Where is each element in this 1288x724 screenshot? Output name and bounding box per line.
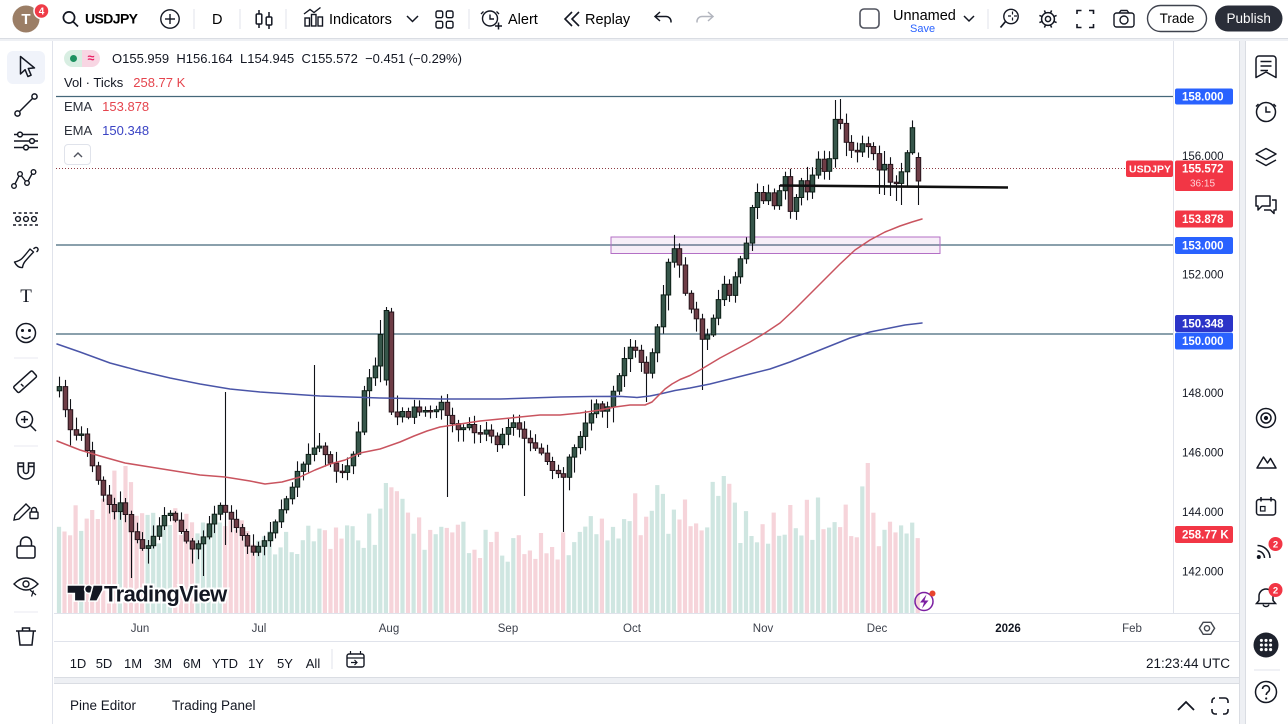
- svg-text:Trade: Trade: [1160, 11, 1195, 26]
- svg-text:142.000: 142.000: [1182, 567, 1224, 579]
- svg-text:YTD: YTD: [212, 656, 238, 671]
- svg-text:150.000: 150.000: [1182, 336, 1224, 348]
- svg-text:Nov: Nov: [753, 623, 774, 635]
- svg-text:1D: 1D: [70, 656, 87, 671]
- svg-text:Dec: Dec: [867, 623, 888, 635]
- svg-text:Feb: Feb: [1122, 623, 1142, 635]
- svg-text:Indicators: Indicators: [329, 12, 392, 28]
- svg-text:Jul: Jul: [252, 623, 267, 635]
- svg-text:155.572: 155.572: [1182, 164, 1224, 176]
- svg-text:Replay: Replay: [585, 12, 631, 28]
- svg-text:Unnamed: Unnamed: [893, 8, 956, 24]
- svg-text:36:15: 36:15: [1190, 179, 1215, 190]
- svg-text:144.000: 144.000: [1182, 507, 1224, 519]
- svg-text:2: 2: [1273, 540, 1278, 551]
- svg-text:1M: 1M: [124, 656, 142, 671]
- svg-text:All: All: [306, 656, 321, 671]
- svg-text:T: T: [20, 286, 32, 307]
- svg-text:Jun: Jun: [131, 623, 150, 635]
- svg-text:Save: Save: [910, 23, 935, 35]
- svg-text:USDJPY: USDJPY: [1129, 164, 1171, 176]
- svg-text:5Y: 5Y: [277, 656, 293, 671]
- svg-text:Publish: Publish: [1227, 11, 1271, 26]
- svg-text:158.000: 158.000: [1182, 92, 1224, 104]
- svg-text:4: 4: [39, 7, 45, 18]
- svg-text:153.000: 153.000: [1182, 241, 1224, 253]
- svg-text:6M: 6M: [183, 656, 201, 671]
- svg-text:150.348: 150.348: [1182, 319, 1224, 331]
- svg-text:3M: 3M: [154, 656, 172, 671]
- svg-text:21:23:44 UTC: 21:23:44 UTC: [1146, 656, 1230, 671]
- svg-text:2: 2: [1273, 586, 1278, 597]
- svg-text:5D: 5D: [96, 656, 113, 671]
- svg-text:USDJPY: USDJPY: [85, 11, 139, 27]
- svg-text:156.000: 156.000: [1182, 151, 1224, 163]
- svg-text:148.000: 148.000: [1182, 388, 1224, 400]
- svg-text:Alert: Alert: [508, 12, 538, 28]
- svg-text:T: T: [21, 11, 30, 28]
- svg-text:D: D: [212, 12, 222, 28]
- svg-text:146.000: 146.000: [1182, 448, 1224, 460]
- svg-text:2026: 2026: [995, 623, 1021, 635]
- svg-text:153.878: 153.878: [1182, 214, 1224, 226]
- svg-text:Sep: Sep: [498, 623, 518, 635]
- svg-text:258.77 K: 258.77 K: [1182, 530, 1229, 542]
- svg-text:1Y: 1Y: [248, 656, 264, 671]
- svg-text:TradingView: TradingView: [104, 581, 228, 606]
- svg-text:Oct: Oct: [623, 623, 642, 635]
- svg-text:152.000: 152.000: [1182, 270, 1224, 282]
- svg-text:Aug: Aug: [379, 623, 399, 635]
